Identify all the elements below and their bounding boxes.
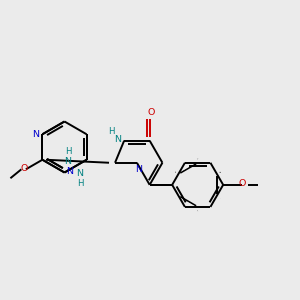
- Text: N: N: [64, 157, 71, 166]
- Text: N: N: [32, 130, 39, 139]
- Text: H: H: [108, 127, 114, 136]
- Text: O: O: [148, 108, 155, 117]
- Text: H: H: [77, 178, 83, 188]
- Text: N: N: [135, 165, 142, 174]
- Text: N: N: [76, 169, 83, 178]
- Text: O: O: [20, 164, 27, 173]
- Text: O: O: [239, 179, 246, 188]
- Text: N: N: [114, 135, 121, 144]
- Text: N: N: [66, 167, 74, 176]
- Text: H: H: [65, 147, 71, 156]
